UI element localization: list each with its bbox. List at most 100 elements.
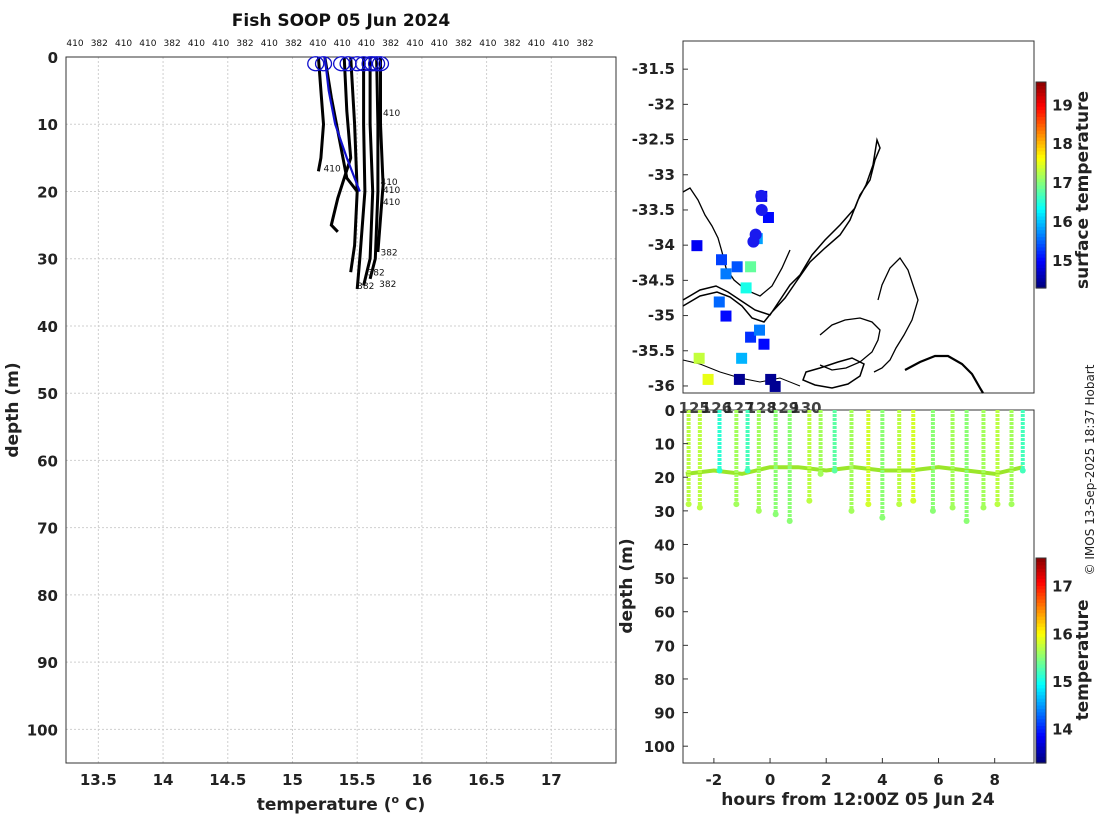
map-colorbar-segment <box>1036 157 1046 162</box>
timeseries-colorbar-segment <box>1036 756 1046 761</box>
timeseries-colorbar-segment <box>1036 684 1046 689</box>
timeseries-colorbar-segment <box>1036 687 1046 692</box>
map-x-tick-label: 125 <box>679 399 710 417</box>
profile-y-tick-label: 80 <box>37 587 58 605</box>
timeseries-colorbar-segment <box>1036 691 1046 696</box>
map-colorbar-segment <box>1036 243 1046 248</box>
timeseries-colorbar-segment <box>1036 612 1046 617</box>
map-sst-cell <box>762 212 774 223</box>
profile-line <box>376 57 385 253</box>
timeseries-colorbar-segment <box>1036 640 1046 645</box>
dive-bottom-point <box>994 501 1001 508</box>
map-x-tick-label: 128 <box>746 399 777 417</box>
map-colorbar-segment <box>1036 236 1046 241</box>
dive-bottom-point <box>772 511 779 518</box>
timeseries-x-tick-label: 2 <box>821 771 831 789</box>
map-colorbar-segment <box>1036 136 1046 141</box>
timeseries-colorbar-segment <box>1036 663 1046 668</box>
map-colorbar-segment <box>1036 202 1046 207</box>
map-sst-cell <box>758 338 770 350</box>
map-colorbar-segment <box>1036 85 1046 90</box>
timeseries-colorbar-segment <box>1036 704 1046 709</box>
map-panel: -31.5 -32 -32.5 -33 -33.5 -34 -34.5 -35 -35.5 -36… <box>632 40 1093 417</box>
ship-track-point <box>755 189 768 202</box>
map-y-tick-label: -32.5 <box>632 131 675 149</box>
timeseries-colorbar-segment <box>1036 711 1046 716</box>
timeseries-axes-frame <box>682 409 1035 764</box>
map-colorbar-segment <box>1036 274 1046 279</box>
timeseries-y-tick-label: 50 <box>654 570 675 588</box>
map-colorbar-segment <box>1036 167 1046 172</box>
map-colorbar-segment <box>1036 250 1046 255</box>
map-colorbar-segment <box>1036 109 1046 114</box>
profile-x-tick-label: 15 <box>282 771 303 789</box>
timeseries-colorbar-tick-label: 16 <box>1052 625 1073 643</box>
map-sst-cell <box>736 352 748 364</box>
map-colorbar-segment <box>1036 130 1046 135</box>
map-y-tick-label: -35.5 <box>632 342 675 360</box>
surface-marker <box>367 56 386 72</box>
profile-top-label: 410 <box>309 39 326 49</box>
map-colorbar-segment <box>1036 154 1046 159</box>
timeseries-colorbar-segment <box>1036 667 1046 672</box>
map-colorbar-segment <box>1036 267 1046 272</box>
timeseries-colorbar-frame <box>1035 557 1047 764</box>
profile-panel: 13.5 14 14.5 15 15.5 16 16.5 17 0 10 20 30 40 50 60 70… <box>3 39 617 815</box>
dive-bottom-point <box>963 517 970 524</box>
timeseries-colorbar-segment <box>1036 571 1046 576</box>
timeseries-x-tick-label: 0 <box>765 771 775 789</box>
timeseries-y-tick-label: 40 <box>654 536 675 554</box>
map-colorbar-segment <box>1036 95 1046 100</box>
map-colorbar-segment <box>1036 191 1046 196</box>
timeseries-colorbar-segment <box>1036 670 1046 675</box>
map-colorbar-segment <box>1036 270 1046 275</box>
profile-line <box>323 56 361 192</box>
ship-track-point <box>747 235 760 248</box>
map-colorbar-segment <box>1036 106 1046 111</box>
map-colorbar-segment <box>1036 164 1046 169</box>
map-colorbar-segment <box>1036 215 1046 220</box>
map-colorbar-segment <box>1036 143 1046 148</box>
profile-top-label: 410 <box>431 39 448 49</box>
timeseries-y-tick-label: 80 <box>654 671 675 689</box>
profile-y-axis-label: depth (m) <box>3 362 23 457</box>
profile-top-label: 382 <box>285 39 302 49</box>
profile-top-label: 410 <box>552 39 569 49</box>
timeseries-colorbar-segment <box>1036 558 1046 563</box>
map-sst-cell <box>720 268 732 280</box>
map-colorbar-segment <box>1036 284 1046 289</box>
timeseries-colorbar-segment <box>1036 660 1046 665</box>
dive-bottom-point <box>865 501 872 508</box>
timeseries-colorbar-segment <box>1036 732 1046 737</box>
profile-x-tick-label: 17 <box>541 771 562 789</box>
map-sst-cell <box>754 324 766 336</box>
map-colorbar-segment <box>1036 239 1046 244</box>
map-colorbar-segment <box>1036 185 1046 190</box>
timeseries-y-tick-label: 0 <box>665 402 675 420</box>
map-colorbar-segment <box>1036 116 1046 121</box>
map-sst-cell <box>740 282 752 294</box>
timeseries-y-tick-label: 20 <box>654 469 675 487</box>
map-colorbar-segment <box>1036 188 1046 193</box>
map-colorbar-segment <box>1036 233 1046 238</box>
map-sst-cell <box>731 261 743 273</box>
timeseries-y-axis-label: depth (m) <box>617 538 637 633</box>
map-colorbar-segment <box>1036 195 1046 200</box>
timeseries-colorbar-label: temperature <box>1073 599 1093 720</box>
timeseries-x-tick-label: 4 <box>877 771 887 789</box>
profile-line <box>362 57 375 286</box>
surface-marker <box>354 56 373 72</box>
map-colorbar-segment <box>1036 112 1046 117</box>
map-colorbar-segment <box>1036 160 1046 165</box>
map-sst-cell <box>720 310 732 322</box>
map-colorbar-segment <box>1036 133 1046 138</box>
profile-end-label: 410 <box>383 186 400 196</box>
map-sst-cell <box>769 380 781 392</box>
map-sst-cell <box>765 373 777 385</box>
profile-y-tick-label: 20 <box>37 183 58 201</box>
dive-bottom-point <box>716 467 723 474</box>
profile-top-label: 382 <box>576 39 593 49</box>
map-axes-frame <box>682 40 1035 394</box>
timeseries-colorbar-segment <box>1036 681 1046 686</box>
